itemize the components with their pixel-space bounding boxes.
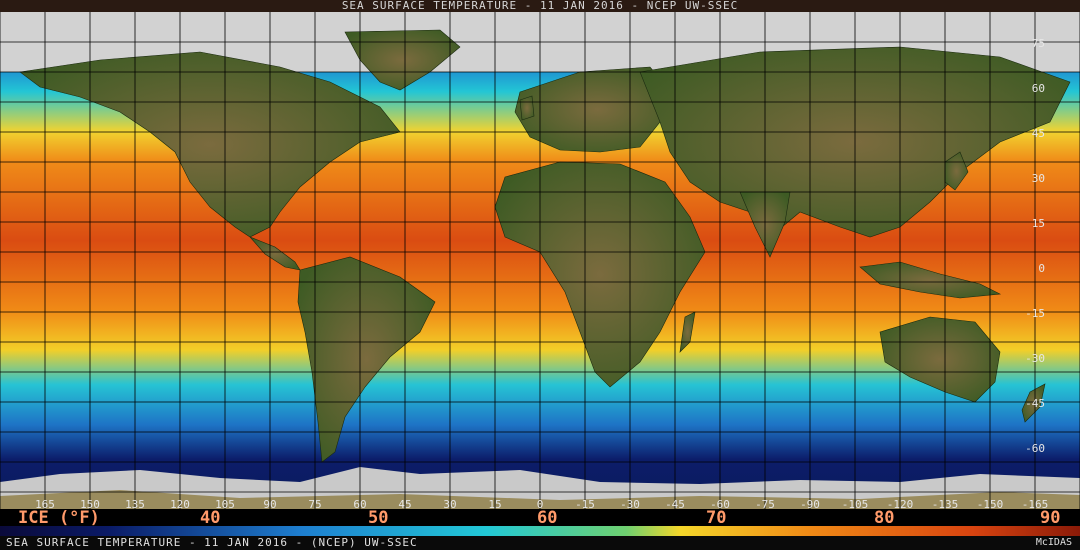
longitude-label: 165 xyxy=(35,498,55,509)
longitude-label: -120 xyxy=(887,498,914,509)
europe xyxy=(514,66,681,153)
latitude-label: 15 xyxy=(1032,217,1045,230)
longitude-label: -75 xyxy=(755,498,775,509)
longitude-label: 60 xyxy=(353,498,366,509)
longitude-label: 150 xyxy=(80,498,100,509)
latitude-label: -60 xyxy=(1025,442,1045,455)
latitude-label: 30 xyxy=(1032,172,1045,185)
australia xyxy=(879,316,1001,403)
legend-value-50: 50 xyxy=(368,508,389,528)
latitude-labels: 75 60 45 30 15 0 -15 -30 -45 -60 xyxy=(1025,37,1045,455)
latitude-label: 0 xyxy=(1038,262,1045,275)
legend-value-60: 60 xyxy=(537,508,558,528)
longitude-label: 90 xyxy=(263,498,276,509)
greenland xyxy=(344,29,461,91)
footer-bar: SEA SURFACE TEMPERATURE - 11 JAN 2016 - … xyxy=(0,536,1080,550)
lat-lon-grid xyxy=(0,12,1080,509)
longitude-label: 0 xyxy=(537,498,544,509)
longitude-label: -15 xyxy=(575,498,595,509)
longitude-label: -135 xyxy=(932,498,959,509)
indonesia xyxy=(859,261,1002,299)
latitude-label: 75 xyxy=(1032,37,1045,50)
latitude-label: -30 xyxy=(1025,352,1045,365)
africa xyxy=(494,161,706,388)
longitude-label: 105 xyxy=(215,498,235,509)
south-america xyxy=(297,256,436,463)
footer-caption: SEA SURFACE TEMPERATURE - 11 JAN 2016 - … xyxy=(6,536,418,549)
legend-value-80: 80 xyxy=(874,508,895,528)
longitude-label: -30 xyxy=(620,498,640,509)
latitude-label: -45 xyxy=(1025,397,1045,410)
longitude-label: 120 xyxy=(170,498,190,509)
legend-value-90: 90 xyxy=(1040,508,1061,528)
longitude-label: -150 xyxy=(977,498,1004,509)
legend-value-70: 70 xyxy=(706,508,727,528)
temperature-colorbar xyxy=(0,526,1080,536)
longitude-label: 30 xyxy=(443,498,456,509)
british-isles xyxy=(519,95,535,121)
longitude-label: 75 xyxy=(308,498,321,509)
longitude-label: 135 xyxy=(125,498,145,509)
longitude-label: 15 xyxy=(488,498,501,509)
longitude-label: -165 xyxy=(1022,498,1049,509)
longitude-label: -45 xyxy=(665,498,685,509)
longitude-label: -90 xyxy=(800,498,820,509)
latitude-label: 60 xyxy=(1032,82,1045,95)
longitude-label: -105 xyxy=(842,498,869,509)
new-zealand xyxy=(1021,383,1046,423)
latitude-label: -15 xyxy=(1025,307,1045,320)
header-bar: SEA SURFACE TEMPERATURE - 11 JAN 2016 - … xyxy=(0,0,1080,12)
legend-value-40: 40 xyxy=(200,508,221,528)
longitude-label: -60 xyxy=(710,498,730,509)
longitude-labels: 165 150 135 120 105 90 75 60 45 30 15 0 -15 -30 -45 -60… xyxy=(35,498,1048,509)
credit-label: McIDAS xyxy=(1035,537,1072,548)
temperature-scale: ICE (°F) 40 50 60 70 80 90 xyxy=(0,509,1080,536)
map-title: SEA SURFACE TEMPERATURE - 11 JAN 2016 - … xyxy=(341,0,739,12)
legend-title: ICE (°F) xyxy=(18,508,100,528)
longitude-label: 45 xyxy=(398,498,411,509)
continents xyxy=(19,29,1071,463)
latitude-label: 45 xyxy=(1032,127,1045,140)
